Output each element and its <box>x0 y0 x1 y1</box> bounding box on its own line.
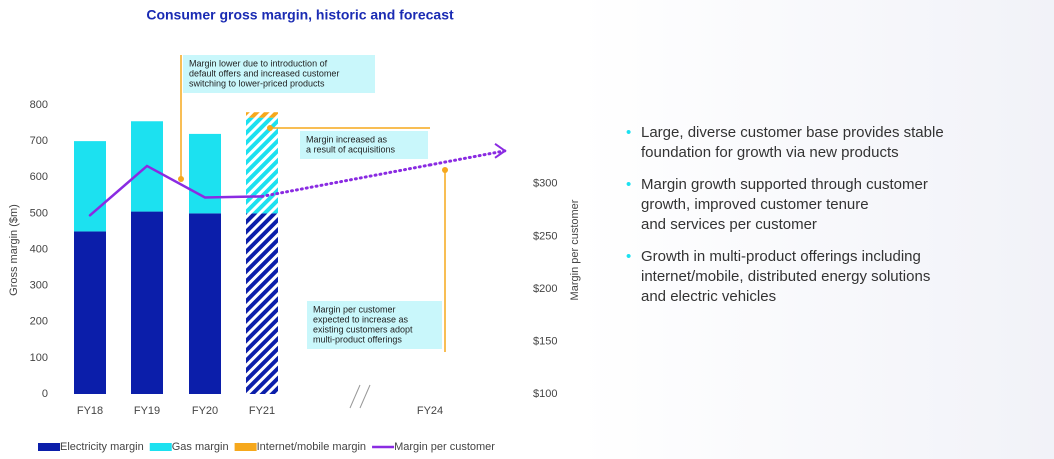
bullet-text: Large, diverse customer base provides st… <box>641 124 944 141</box>
y2-tick-label: $100 <box>533 388 557 400</box>
axis-break <box>349 384 371 409</box>
legend-swatch <box>149 443 172 451</box>
annotation-dot <box>442 167 448 173</box>
x-tick-label: FY18 <box>77 405 103 417</box>
bullet-text: Growth in multi-product offerings includ… <box>641 248 921 265</box>
bar-segment <box>74 231 106 394</box>
y2-tick-label: $250 <box>533 230 557 242</box>
bullet-marker: • <box>626 124 631 141</box>
bar-segment <box>189 133 221 214</box>
arrow-head <box>494 143 507 159</box>
legend-label: Gas margin <box>172 441 229 453</box>
annotation-text: Margin per customer <box>313 304 396 314</box>
annotation-text: Margin lower due to introduction of <box>189 58 328 68</box>
annotation-text: expected to increase as <box>313 314 409 324</box>
line-series <box>260 163 432 198</box>
x-tick-label: FY20 <box>192 405 218 417</box>
y-tick-label: 800 <box>30 99 48 111</box>
y-tick-label: 700 <box>30 135 48 147</box>
annotation-text: existing customers adopt <box>313 324 413 334</box>
bar-segment <box>246 117 278 214</box>
annotation-dot <box>178 176 184 182</box>
bullet-text: foundation for growth via new products <box>641 144 899 161</box>
x-tick-label: FY21 <box>249 405 275 417</box>
annotation-text: default offers and increased customer <box>189 68 339 78</box>
annotation-text: switching to lower-priced products <box>189 78 325 88</box>
legend-label: Electricity margin <box>60 441 144 453</box>
y-axis-label: Gross margin ($m) <box>8 204 20 296</box>
bullet-marker: • <box>626 176 631 193</box>
y2-tick-label: $200 <box>533 283 557 295</box>
line-series <box>88 164 264 217</box>
y2-tick-label: $300 <box>533 178 557 190</box>
chart-title: Consumer gross margin, historic and fore… <box>146 7 454 23</box>
y-tick-label: 0 <box>42 388 48 400</box>
y2-axis-label: Margin per customer <box>569 199 581 300</box>
y-tick-label: 600 <box>30 171 48 183</box>
annotation-dot <box>267 125 273 131</box>
bullet-marker: • <box>626 248 631 265</box>
annotation-box <box>183 55 375 93</box>
y-tick-label: 400 <box>30 243 48 255</box>
legend-swatch <box>234 443 257 451</box>
bullet-text: internet/mobile, distributed energy solu… <box>641 268 930 285</box>
y-tick-label: 100 <box>30 352 48 364</box>
legend-label: Margin per customer <box>394 441 495 453</box>
y-tick-label: 300 <box>30 280 48 292</box>
legend-label: Internet/mobile margin <box>257 441 366 453</box>
arrow-shaft <box>428 149 507 167</box>
y-tick-label: 500 <box>30 207 48 219</box>
annotation-text: a result of acquisitions <box>306 144 396 154</box>
bullet-text: growth, improved customer tenure <box>641 196 869 213</box>
annotation-box <box>307 301 442 349</box>
y2-tick-label: $150 <box>533 335 557 347</box>
bullet-text: and services per customer <box>641 216 817 233</box>
annotation-text: Margin increased as <box>306 134 388 144</box>
bullet-text: Margin growth supported through customer <box>641 176 928 193</box>
y-tick-label: 200 <box>30 316 48 328</box>
bar-segment <box>131 211 163 394</box>
x-tick-label: FY19 <box>134 405 160 417</box>
annotation-box <box>300 131 428 159</box>
bar-segment <box>189 213 221 394</box>
bar-segment <box>74 141 106 232</box>
bar-segment <box>246 213 278 394</box>
legend-swatch <box>38 443 60 451</box>
annotation-text: multi-product offerings <box>313 334 402 344</box>
bullet-text: and electric vehicles <box>641 288 776 305</box>
x-tick-label: FY24 <box>417 405 443 417</box>
bar-segment <box>246 112 278 118</box>
